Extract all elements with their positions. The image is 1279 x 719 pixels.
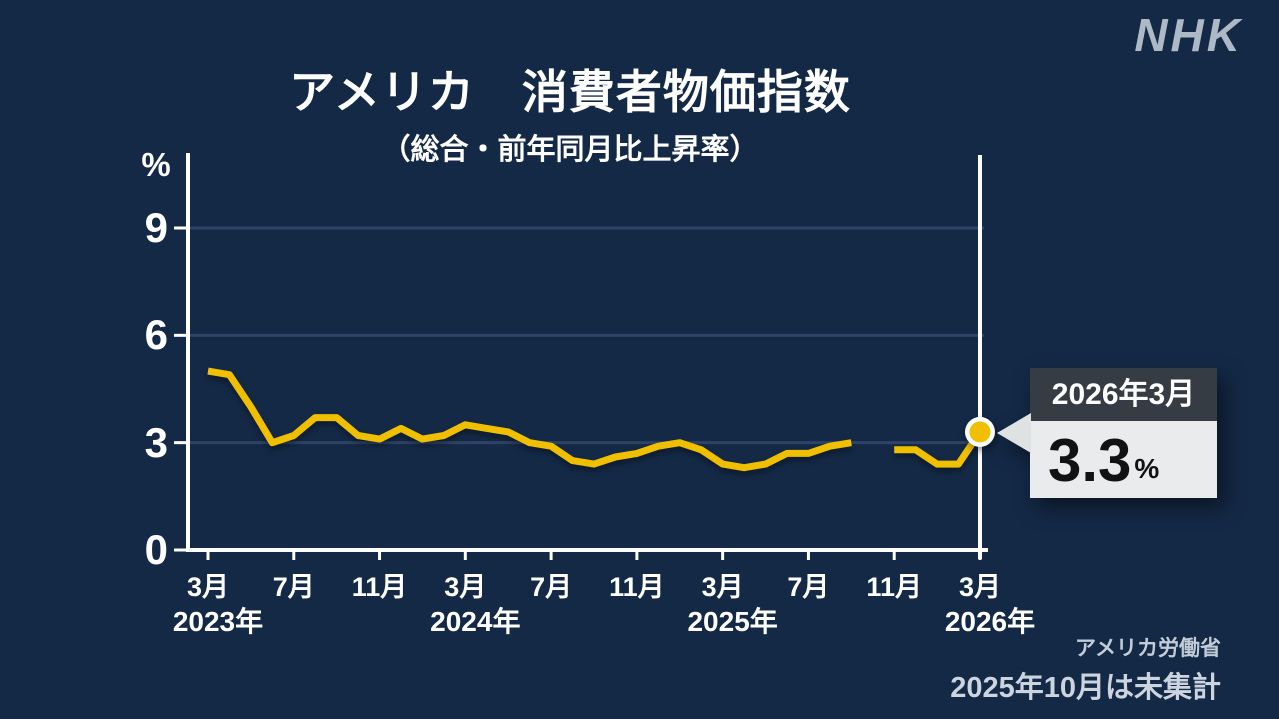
nhk-logo: NHK [1134,9,1243,61]
highlight-dot [969,421,991,443]
missing-data-note: 2025年10月は未集計 [950,672,1221,704]
callout-value-box: 3.3 % [1030,421,1217,498]
cpi-line [894,429,983,468]
footnotes: アメリカ労働省 2025年10月は未集計 [950,632,1221,706]
cpi-line [207,367,852,472]
data-callout: 2026年3月 3.3 % [997,368,1217,498]
chart-title: アメリカ 消費者物価指数 [289,66,851,118]
callout-arrow-icon [997,413,1031,453]
callout-unit: % [1134,453,1160,484]
data-source-label: アメリカ労働省 [1075,637,1221,660]
callout-value: 3.3 [1048,427,1132,494]
callout-date: 2026年3月 [1030,368,1217,421]
title-block: アメリカ 消費者物価指数 （総合・前年同月比上昇率） [150,56,990,168]
chart-subtitle: （総合・前年同月比上昇率） [381,134,759,166]
